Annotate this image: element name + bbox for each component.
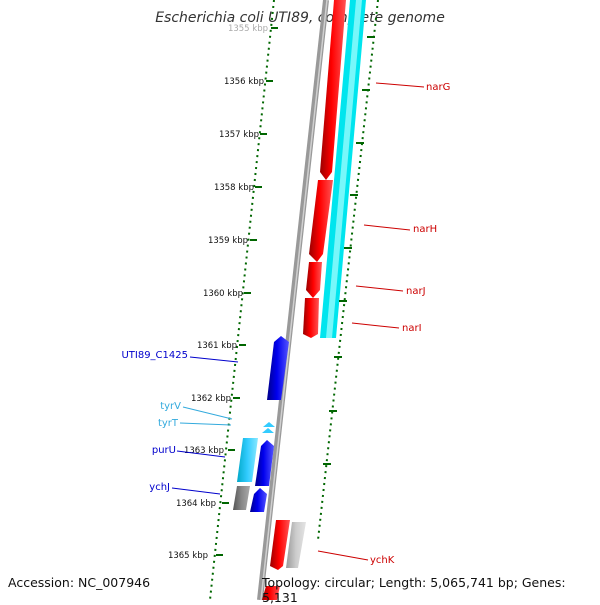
gene-narI[interactable] (303, 298, 319, 338)
gene-label-narG[interactable]: narG (426, 82, 450, 93)
tick-label: 1362 kbp (191, 394, 231, 404)
gene-ychJ[interactable] (250, 488, 267, 512)
tick-label: 1355 kbp (228, 24, 268, 34)
tick-label: 1361 kbp (197, 341, 237, 351)
inner-tick-ring (209, 0, 275, 600)
topology-label: Topology: circular; Length: 5,065,741 bp… (262, 575, 566, 605)
tick-label: 1359 kbp (208, 236, 248, 246)
gene-label-UTI89_C1425[interactable]: UTI89_C1425 (121, 350, 188, 361)
tick-label: 1360 kbp (203, 289, 243, 299)
gene-other-gray[interactable] (286, 522, 306, 568)
gene-UTI89_C1425[interactable] (267, 336, 289, 400)
accession-label: Accession: NC_007946 (8, 575, 151, 590)
gene-purU-cyan[interactable] (237, 438, 258, 482)
genome-backbone (257, 0, 329, 600)
gene-purU[interactable] (255, 440, 274, 486)
gene-narJ[interactable] (306, 262, 322, 298)
gc-content-highlight (326, 0, 362, 338)
gene-tyrT[interactable] (262, 428, 274, 433)
tick-label: 1356 kbp (224, 77, 264, 87)
gene-label-narJ[interactable]: narJ (406, 286, 426, 297)
gene-label-narI[interactable]: narI (402, 323, 422, 334)
gene-tyrV[interactable] (263, 422, 275, 427)
tick-label: 1357 kbp (219, 130, 259, 140)
gene-label-tyrV[interactable]: tyrV (160, 401, 181, 412)
inner-major-ticks (216, 27, 278, 556)
genome-backbone-highlight (260, 0, 328, 600)
map-title: Escherichia coli UTI89, complete genome (155, 10, 445, 26)
gene-ychK[interactable] (270, 520, 290, 570)
tick-label: 1365 kbp (168, 551, 208, 561)
gene-ychJ-gray[interactable] (233, 486, 250, 510)
gene-narG[interactable] (320, 0, 346, 180)
gene-label-tyrT[interactable]: tyrT (158, 418, 179, 429)
gene-label-ychJ[interactable]: ychJ (149, 482, 170, 493)
gene-label-ychK[interactable]: ychK (370, 555, 395, 566)
gene-narH[interactable] (309, 180, 333, 262)
gene-lower-red[interactable] (262, 586, 280, 600)
tick-label: 1358 kbp (214, 183, 254, 193)
gene-label-narH[interactable]: narH (413, 224, 437, 235)
tick-label: 1364 kbp (176, 499, 216, 509)
outer-major-ticks (323, 36, 375, 465)
tick-label: 1363 kbp (184, 446, 224, 456)
gene-label-purU[interactable]: purU (152, 445, 176, 456)
